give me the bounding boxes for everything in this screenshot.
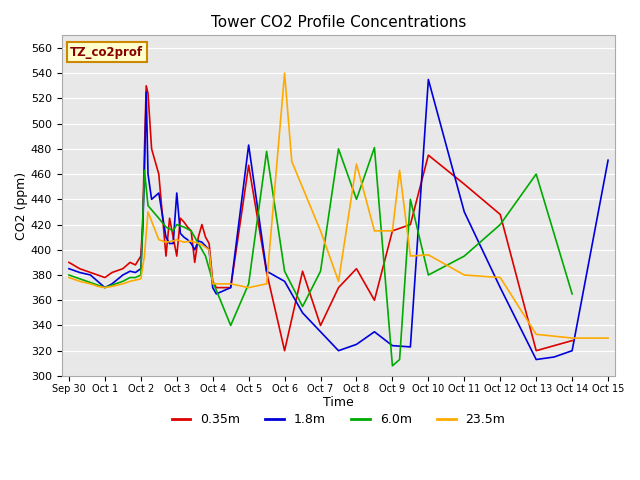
Y-axis label: CO2 (ppm): CO2 (ppm) — [15, 171, 28, 240]
Title: Tower CO2 Profile Concentrations: Tower CO2 Profile Concentrations — [211, 15, 466, 30]
Legend: 0.35m, 1.8m, 6.0m, 23.5m: 0.35m, 1.8m, 6.0m, 23.5m — [166, 408, 511, 431]
X-axis label: Time: Time — [323, 396, 354, 409]
Text: TZ_co2prof: TZ_co2prof — [70, 46, 143, 59]
